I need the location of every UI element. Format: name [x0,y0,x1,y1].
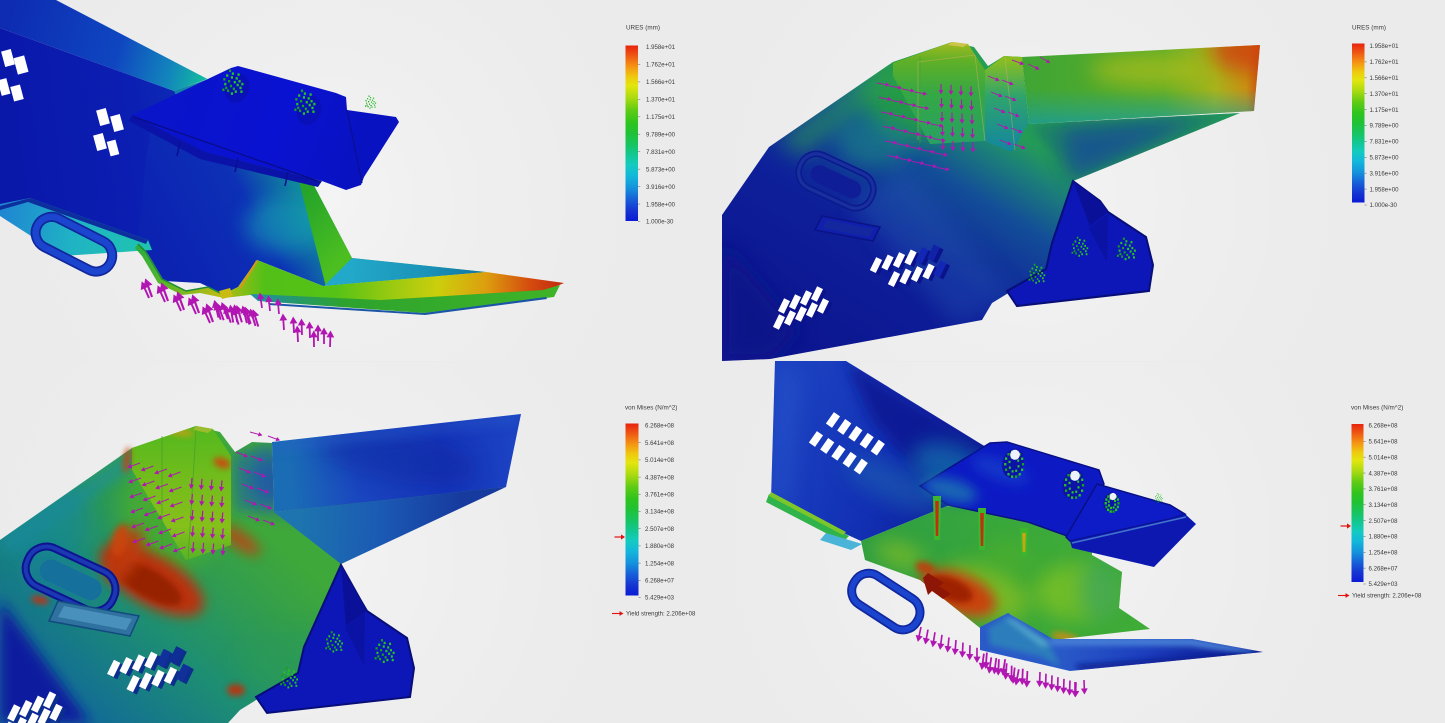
svg-text:1.370e+01: 1.370e+01 [646,97,676,104]
svg-text:6.268e+07: 6.268e+07 [645,578,675,585]
svg-text:1.958e+01: 1.958e+01 [1370,43,1400,50]
svg-text:1.370e+01: 1.370e+01 [1370,91,1400,98]
svg-text:3.134e+08: 3.134e+08 [645,509,675,516]
svg-text:von Mises (N/m^2): von Mises (N/m^2) [625,405,677,412]
svg-text:1.958e+00: 1.958e+00 [646,201,676,208]
svg-text:1.566e+01: 1.566e+01 [1370,75,1400,82]
svg-text:4.387e+08: 4.387e+08 [1369,470,1399,477]
svg-text:1.000e-30: 1.000e-30 [1370,202,1398,209]
svg-text:1.958e+00: 1.958e+00 [1370,186,1400,193]
svg-text:5.014e+08: 5.014e+08 [645,457,675,464]
svg-text:von Mises (N/m^2): von Mises (N/m^2) [1351,405,1403,412]
svg-text:6.268e+07: 6.268e+07 [1369,565,1399,572]
svg-text:3.761e+08: 3.761e+08 [645,492,675,499]
svg-text:1.000e-30: 1.000e-30 [646,219,674,226]
svg-text:2.507e+08: 2.507e+08 [645,526,675,533]
svg-text:5.873e+00: 5.873e+00 [646,166,676,173]
svg-text:5.641e+08: 5.641e+08 [645,440,675,447]
svg-text:5.641e+08: 5.641e+08 [1369,439,1399,446]
svg-text:1.762e+01: 1.762e+01 [646,62,676,69]
svg-text:7.831e+00: 7.831e+00 [1370,139,1400,146]
svg-text:6.268e+08: 6.268e+08 [1369,423,1399,430]
svg-text:1.762e+01: 1.762e+01 [1370,59,1400,66]
svg-text:5.429e+03: 5.429e+03 [1369,581,1399,588]
svg-text:5.873e+00: 5.873e+00 [1370,155,1400,162]
svg-text:9.789e+00: 9.789e+00 [646,131,676,138]
svg-text:2.507e+08: 2.507e+08 [1369,518,1399,525]
svg-text:URES (mm): URES (mm) [1352,25,1386,32]
svg-text:7.831e+00: 7.831e+00 [646,149,676,156]
svg-text:1.880e+08: 1.880e+08 [645,543,675,550]
svg-text:URES (mm): URES (mm) [626,25,660,32]
svg-text:3.916e+00: 3.916e+00 [646,184,676,191]
svg-text:6.268e+08: 6.268e+08 [645,423,675,430]
svg-text:5.429e+03: 5.429e+03 [645,595,675,602]
svg-text:3.916e+00: 3.916e+00 [1370,170,1400,177]
svg-text:3.134e+08: 3.134e+08 [1369,502,1399,509]
svg-text:1.175e+01: 1.175e+01 [1370,107,1400,114]
svg-text:3.761e+08: 3.761e+08 [1369,486,1399,493]
svg-text:Yield strength: 2.206e+08: Yield strength: 2.206e+08 [626,611,696,618]
svg-text:Yield strength: 2.206e+08: Yield strength: 2.206e+08 [1352,593,1422,600]
svg-text:1.958e+01: 1.958e+01 [646,44,676,51]
svg-text:1.175e+01: 1.175e+01 [646,114,676,121]
svg-text:1.566e+01: 1.566e+01 [646,79,676,86]
svg-text:5.014e+08: 5.014e+08 [1369,454,1399,461]
svg-text:4.387e+08: 4.387e+08 [645,474,675,481]
svg-text:1.254e+08: 1.254e+08 [1369,550,1399,557]
svg-text:1.880e+08: 1.880e+08 [1369,534,1399,541]
svg-text:1.254e+08: 1.254e+08 [645,560,675,567]
svg-text:9.789e+00: 9.789e+00 [1370,123,1400,130]
